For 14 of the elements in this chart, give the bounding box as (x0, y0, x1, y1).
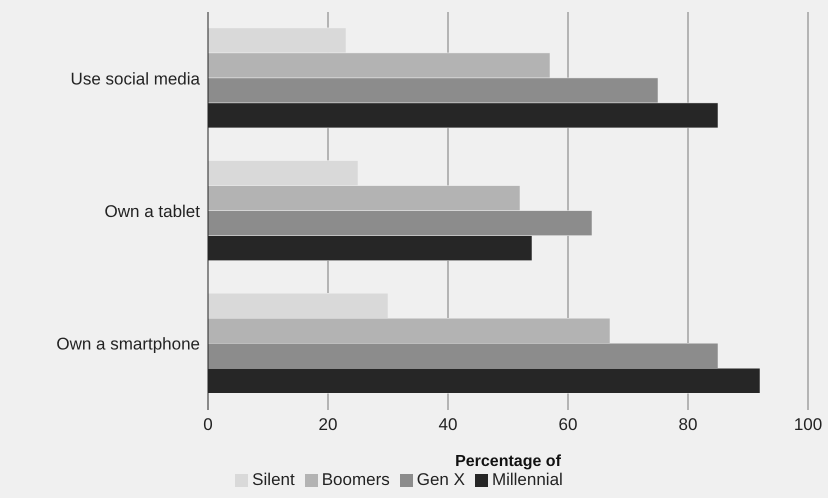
x-tick-label: 0 (203, 415, 213, 434)
x-tick-label: 20 (318, 415, 338, 434)
legend-label: Silent (252, 470, 295, 489)
x-tick-label: 40 (438, 415, 458, 434)
legend-label: Gen X (416, 470, 465, 489)
legend-label: Boomers (322, 470, 390, 489)
x-tick-label: 60 (558, 415, 578, 434)
x-axis-title: Percentage of (455, 453, 562, 470)
y-tick-label: Own a tablet (104, 202, 200, 222)
x-tick-label: 100 (794, 415, 822, 434)
x-tick-label: 80 (678, 415, 698, 434)
y-tick-label: Own a smartphone (56, 334, 200, 354)
legend-label: Millennial (492, 470, 563, 489)
y-tick-label: Use social media (70, 69, 201, 88)
